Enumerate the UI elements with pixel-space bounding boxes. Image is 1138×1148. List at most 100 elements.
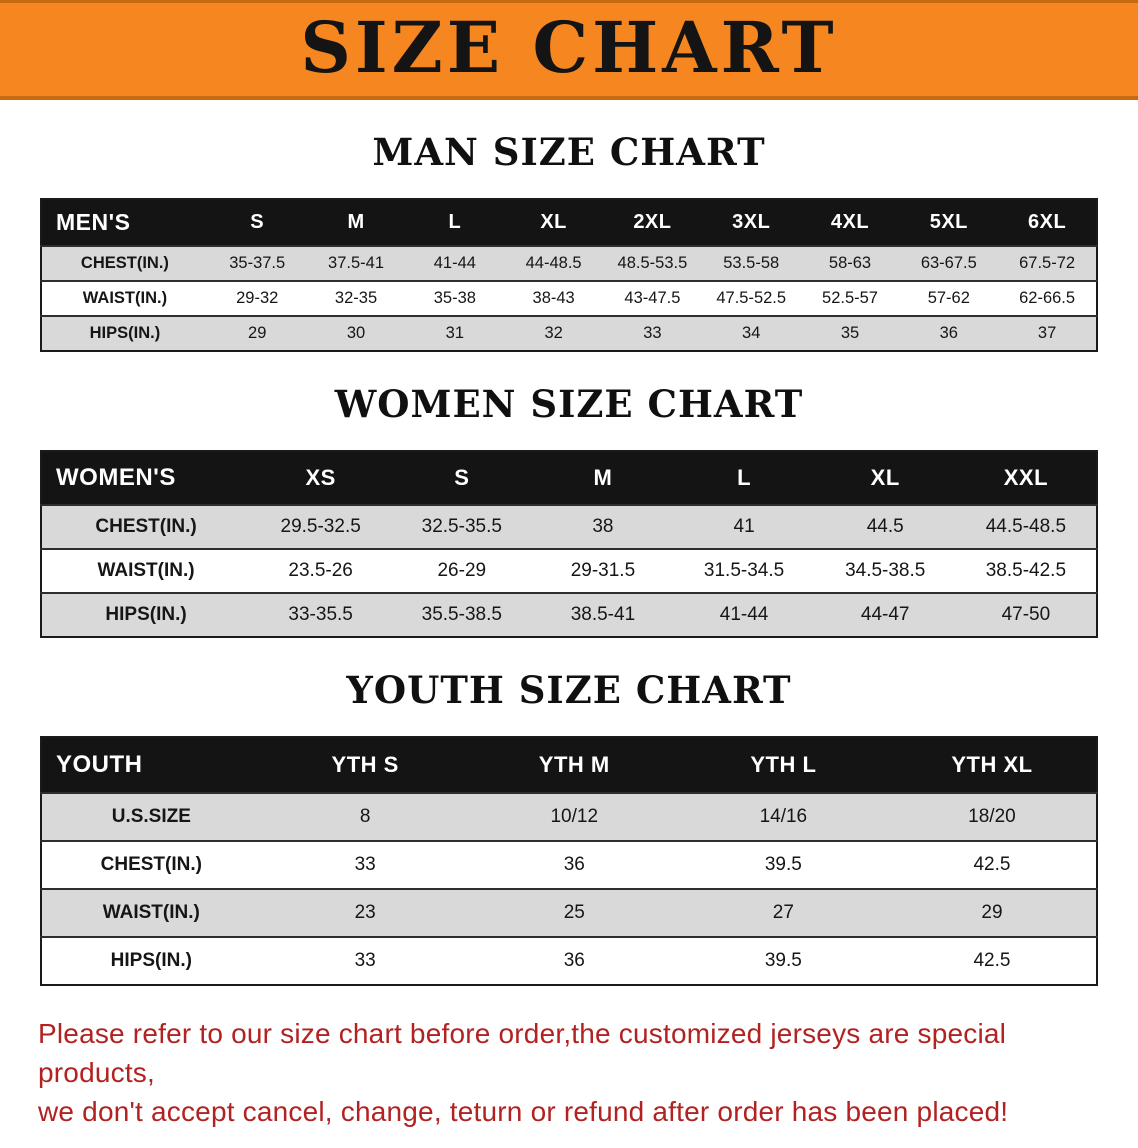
women-section-heading: WOMEN SIZE CHART <box>334 382 804 426</box>
size-header-cell: 6XL <box>998 199 1097 246</box>
value-cell: 30 <box>306 315 406 351</box>
value-cell: 47.5-52.5 <box>701 280 801 316</box>
value-cell: 38.5-42.5 <box>955 548 1097 593</box>
value-cell: 23.5-26 <box>250 548 392 593</box>
table-header-row: WOMEN'S XS S M L XL XXL <box>41 451 1097 505</box>
value-cell: 29-31.5 <box>532 548 674 593</box>
value-cell: 23 <box>260 888 470 937</box>
size-header-cell: L <box>405 199 505 246</box>
value-cell: 33 <box>260 936 470 985</box>
banner-title: SIZE CHART <box>300 6 838 89</box>
value-cell: 63-67.5 <box>899 245 999 281</box>
value-cell: 57-62 <box>899 280 999 316</box>
table-header-row: YOUTH YTH S YTH M YTH L YTH XL <box>41 737 1097 793</box>
value-cell: 33 <box>603 315 702 351</box>
men-size-table: MEN'S S M L XL 2XL 3XL 4XL 5XL 6XL CHEST(IN.) 35-37… <box>40 198 1098 352</box>
value-cell: 36 <box>469 840 679 889</box>
value-cell: 67.5-72 <box>998 245 1097 281</box>
value-cell: 39.5 <box>678 936 888 985</box>
value-cell: 29 <box>887 888 1097 937</box>
disclaimer-line-2: we don't accept cancel, change, teturn o… <box>38 1096 1009 1128</box>
row-label-cell: HIPS(IN.) <box>41 315 208 351</box>
value-cell: 35-37.5 <box>207 245 307 281</box>
table-row: U.S.SIZE 8 10/12 14/16 18/20 <box>41 792 1097 841</box>
value-cell: 44.5-48.5 <box>955 504 1097 549</box>
youth-size-table: YOUTH YTH S YTH M YTH L YTH XL U.S.SIZE 8 10/12… <box>40 736 1098 986</box>
table-row: WAIST(IN.) 23 25 27 29 <box>41 888 1097 937</box>
table-title-cell: WOMEN'S <box>41 451 251 505</box>
value-cell: 44-48.5 <box>504 245 604 281</box>
value-cell: 8 <box>260 792 470 841</box>
value-cell: 25 <box>469 888 679 937</box>
table-row: CHEST(IN.) 29.5-32.5 32.5-35.5 38 41 44.5 44.5… <box>41 504 1097 549</box>
value-cell: 58-63 <box>800 245 900 281</box>
size-header-cell: YTH M <box>469 737 679 793</box>
disclaimer-text: Please refer to our size chart before or… <box>0 986 1138 1148</box>
value-cell: 34 <box>701 315 801 351</box>
value-cell: 31 <box>405 315 505 351</box>
men-section: MAN SIZE CHART MEN'S S M L XL 2XL 3XL 4XL 5XL 6XL… <box>0 130 1138 352</box>
value-cell: 44-47 <box>814 592 956 637</box>
value-cell: 43-47.5 <box>603 280 702 316</box>
table-header-row: MEN'S S M L XL 2XL 3XL 4XL 5XL 6XL <box>41 199 1097 246</box>
table-title-cell: MEN'S <box>41 199 208 246</box>
size-header-cell: YTH XL <box>887 737 1097 793</box>
size-header-cell: 2XL <box>603 199 702 246</box>
row-label-cell: WAIST(IN.) <box>41 548 251 593</box>
value-cell: 42.5 <box>887 936 1097 985</box>
value-cell: 31.5-34.5 <box>673 548 815 593</box>
row-label-cell: CHEST(IN.) <box>41 504 251 549</box>
value-cell: 36 <box>469 936 679 985</box>
value-cell: 41-44 <box>405 245 505 281</box>
value-cell: 33-35.5 <box>250 592 392 637</box>
row-label-cell: CHEST(IN.) <box>41 840 261 889</box>
row-label-cell: U.S.SIZE <box>41 792 261 841</box>
size-header-cell: 4XL <box>800 199 900 246</box>
size-header-cell: XL <box>504 199 604 246</box>
row-label-cell: WAIST(IN.) <box>41 280 208 316</box>
value-cell: 35 <box>800 315 900 351</box>
table-row: WAIST(IN.) 29-32 32-35 35-38 38-43 43-47.5 47.… <box>41 280 1097 316</box>
disclaimer-line-1: Please refer to our size chart before or… <box>38 1018 1007 1089</box>
value-cell: 53.5-58 <box>701 245 801 281</box>
table-row: HIPS(IN.) 29 30 31 32 33 34 35 36 37 <box>41 315 1097 351</box>
men-section-heading: MAN SIZE CHART <box>372 130 766 174</box>
value-cell: 37.5-41 <box>306 245 406 281</box>
table-row: CHEST(IN.) 33 36 39.5 42.5 <box>41 840 1097 889</box>
value-cell: 35-38 <box>405 280 505 316</box>
youth-section-heading: YOUTH SIZE CHART <box>346 668 792 712</box>
value-cell: 48.5-53.5 <box>603 245 702 281</box>
value-cell: 29.5-32.5 <box>250 504 392 549</box>
table-row: CHEST(IN.) 35-37.5 37.5-41 41-44 44-48.5 48.5… <box>41 245 1097 281</box>
value-cell: 27 <box>678 888 888 937</box>
table-title-cell: YOUTH <box>41 737 261 793</box>
value-cell: 35.5-38.5 <box>391 592 533 637</box>
value-cell: 33 <box>260 840 470 889</box>
value-cell: 52.5-57 <box>800 280 900 316</box>
size-header-cell: M <box>306 199 406 246</box>
value-cell: 41-44 <box>673 592 815 637</box>
value-cell: 36 <box>899 315 999 351</box>
value-cell: 32-35 <box>306 280 406 316</box>
value-cell: 34.5-38.5 <box>814 548 956 593</box>
value-cell: 29 <box>207 315 307 351</box>
value-cell: 29-32 <box>207 280 307 316</box>
size-header-cell: YTH S <box>260 737 470 793</box>
row-label-cell: WAIST(IN.) <box>41 888 261 937</box>
women-section: WOMEN SIZE CHART WOMEN'S XS S M L XL XXL CHEST(… <box>0 382 1138 638</box>
size-header-cell: M <box>532 451 674 505</box>
size-header-cell: 3XL <box>701 199 801 246</box>
table-row: HIPS(IN.) 33-35.5 35.5-38.5 38.5-41 41-44 44-… <box>41 592 1097 637</box>
value-cell: 32.5-35.5 <box>391 504 533 549</box>
value-cell: 62-66.5 <box>998 280 1097 316</box>
value-cell: 26-29 <box>391 548 533 593</box>
value-cell: 18/20 <box>887 792 1097 841</box>
value-cell: 42.5 <box>887 840 1097 889</box>
size-header-cell: YTH L <box>678 737 888 793</box>
size-header-cell: XS <box>250 451 392 505</box>
table-row: WAIST(IN.) 23.5-26 26-29 29-31.5 31.5-34.5 34… <box>41 548 1097 593</box>
size-header-cell: S <box>391 451 533 505</box>
size-header-cell: S <box>207 199 307 246</box>
women-size-table: WOMEN'S XS S M L XL XXL CHEST(IN.) 29.5-32.5 32.5… <box>40 450 1098 638</box>
